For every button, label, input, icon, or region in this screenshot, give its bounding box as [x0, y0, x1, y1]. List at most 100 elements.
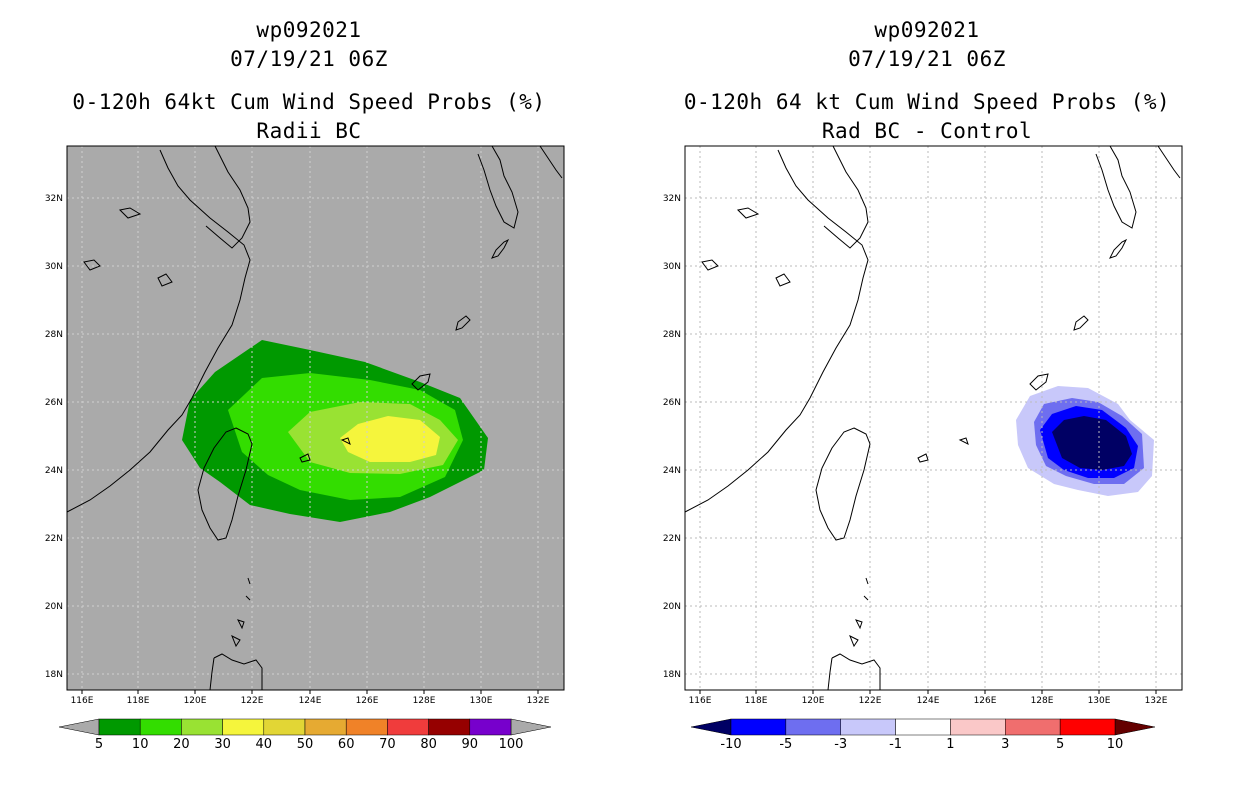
lat-axis-labels: 32N 30N 28N 26N 24N 22N 20N 18N: [45, 194, 63, 680]
colorbar-label: -5: [779, 737, 792, 752]
lon-tick-label: 132E: [527, 696, 550, 706]
product-title: 0-120h 64kt Cum Wind Speed Probs (%): [72, 90, 546, 114]
lat-tick-label: 18N: [45, 670, 63, 680]
datetime-title: 07/19/21 06Z: [848, 47, 1006, 71]
colorbar-label: 70: [379, 737, 396, 752]
colorbar-label: 5: [95, 737, 103, 752]
colorbar-under-arrow: [690, 718, 732, 736]
colorbar-label: 100: [499, 737, 524, 752]
lat-tick-label: 32N: [45, 194, 63, 204]
colorbar-label: -3: [834, 737, 847, 752]
colorbar-swatch: [1059, 718, 1116, 736]
diff-below-minus10: [1052, 416, 1132, 470]
colorbar-swatch: [895, 718, 951, 736]
colorbar-label: 10: [1107, 737, 1124, 752]
colorbar-label: 5: [1056, 737, 1064, 752]
subtitle: Radii BC: [256, 119, 362, 143]
colorbar-label: 50: [297, 737, 314, 752]
colorbar-swatch: [304, 718, 347, 736]
lat-tick-label: 24N: [45, 466, 63, 476]
lat-tick-label: 30N: [45, 262, 63, 272]
probability-shading: [182, 340, 488, 522]
lon-tick-label: 126E: [974, 696, 997, 706]
coastlines: [684, 145, 1181, 691]
colorbar-over-arrow: [510, 718, 552, 736]
colorbar-swatch: [181, 718, 223, 736]
left-map: 116E 118E 120E 122E 124E 126E 128E 130E 132E 32N…: [45, 145, 565, 752]
lon-tick-label: 132E: [1145, 696, 1168, 706]
lat-tick-label: 32N: [663, 194, 681, 204]
lon-tick-label: 128E: [413, 696, 436, 706]
lon-tick-label: 128E: [1031, 696, 1054, 706]
left-panel: wp092021 07/19/21 06Z 0-120h 64kt Cum Wi…: [45, 18, 565, 752]
colorbar-label: 10: [132, 737, 149, 752]
lon-tick-label: 118E: [745, 696, 768, 706]
colorbar-under-arrow: [58, 718, 100, 736]
lat-lon-grid: [685, 146, 1182, 690]
colorbar-label: 20: [173, 737, 190, 752]
lon-tick-label: 130E: [1088, 696, 1111, 706]
colorbar-swatch: [263, 718, 306, 736]
lat-tick-label: 22N: [45, 534, 63, 544]
lat-tick-label: 26N: [663, 398, 681, 408]
lon-tick-label: 130E: [470, 696, 493, 706]
lat-tick-label: 28N: [663, 330, 681, 340]
lat-tick-label: 20N: [45, 602, 63, 612]
colorbar-swatch: [785, 718, 841, 736]
colorbar: -10 -5 -3 -1 1 3 5 10: [690, 718, 1156, 752]
right-panel: wp092021 07/19/21 06Z 0-120h 64 kt Cum W…: [618, 0, 1236, 800]
lat-tick-label: 24N: [663, 466, 681, 476]
colorbar-label: 60: [338, 737, 355, 752]
colorbar-label: 40: [256, 737, 273, 752]
storm-id-title: wp092021: [874, 18, 980, 42]
colorbar-swatch: [387, 718, 429, 736]
right-map: 116E 118E 120E 122E 124E 126E 128E 130E 132E 32N…: [663, 145, 1183, 752]
lat-lon-grid: [67, 146, 564, 690]
product-title: 0-120h 64 kt Cum Wind Speed Probs (%): [683, 90, 1171, 114]
lon-tick-label: 124E: [917, 696, 940, 706]
colorbar-label: -1: [889, 737, 902, 752]
colorbar-label: 90: [462, 737, 479, 752]
colorbar-label: 3: [1001, 737, 1009, 752]
colorbar-swatch: [428, 718, 471, 736]
colorbar-swatch: [730, 718, 787, 736]
lon-tick-label: 116E: [689, 696, 712, 706]
colorbar-label: 80: [420, 737, 437, 752]
difference-shading: [1016, 386, 1154, 496]
lon-tick-label: 122E: [241, 696, 264, 706]
lat-tick-label: 28N: [45, 330, 63, 340]
lat-tick-label: 30N: [663, 262, 681, 272]
map-frame: [66, 145, 565, 691]
colorbar-swatch: [222, 718, 265, 736]
lon-tick-label: 116E: [71, 696, 94, 706]
colorbar-swatch: [345, 718, 388, 736]
colorbar-swatch: [840, 718, 896, 736]
subtitle: Rad BC - Control: [821, 119, 1033, 143]
coastlines: [66, 145, 563, 691]
colorbar-swatch: [98, 718, 141, 736]
prob-30-40: [340, 416, 440, 462]
lon-tick-label: 120E: [184, 696, 207, 706]
map-frame: [684, 145, 1183, 691]
lon-tick-label: 124E: [299, 696, 322, 706]
lat-tick-label: 18N: [663, 670, 681, 680]
lon-axis-labels: 116E 118E 120E 122E 124E 126E 128E 130E 132E: [71, 690, 550, 706]
lat-tick-label: 26N: [45, 398, 63, 408]
colorbar: 5 10 20 30 40 50 60 70 80 90 100: [58, 718, 552, 752]
lat-tick-label: 22N: [663, 534, 681, 544]
lon-axis-labels: 116E 118E 120E 122E 124E 126E 128E 130E 132E: [689, 690, 1168, 706]
lon-tick-label: 122E: [859, 696, 882, 706]
colorbar-label: -10: [720, 737, 741, 752]
colorbar-swatch: [1005, 718, 1061, 736]
colorbar-label: 1: [946, 737, 954, 752]
colorbar-swatch: [139, 718, 182, 736]
storm-id-title: wp092021: [256, 18, 362, 42]
lat-axis-labels: 32N 30N 28N 26N 24N 22N 20N 18N: [663, 194, 681, 680]
lon-tick-label: 120E: [802, 696, 825, 706]
colorbar-swatch: [469, 718, 512, 736]
colorbar-label: 30: [214, 737, 231, 752]
lon-tick-label: 126E: [356, 696, 379, 706]
lat-tick-label: 20N: [663, 602, 681, 612]
colorbar-over-arrow: [1114, 718, 1156, 736]
lon-tick-label: 118E: [127, 696, 150, 706]
